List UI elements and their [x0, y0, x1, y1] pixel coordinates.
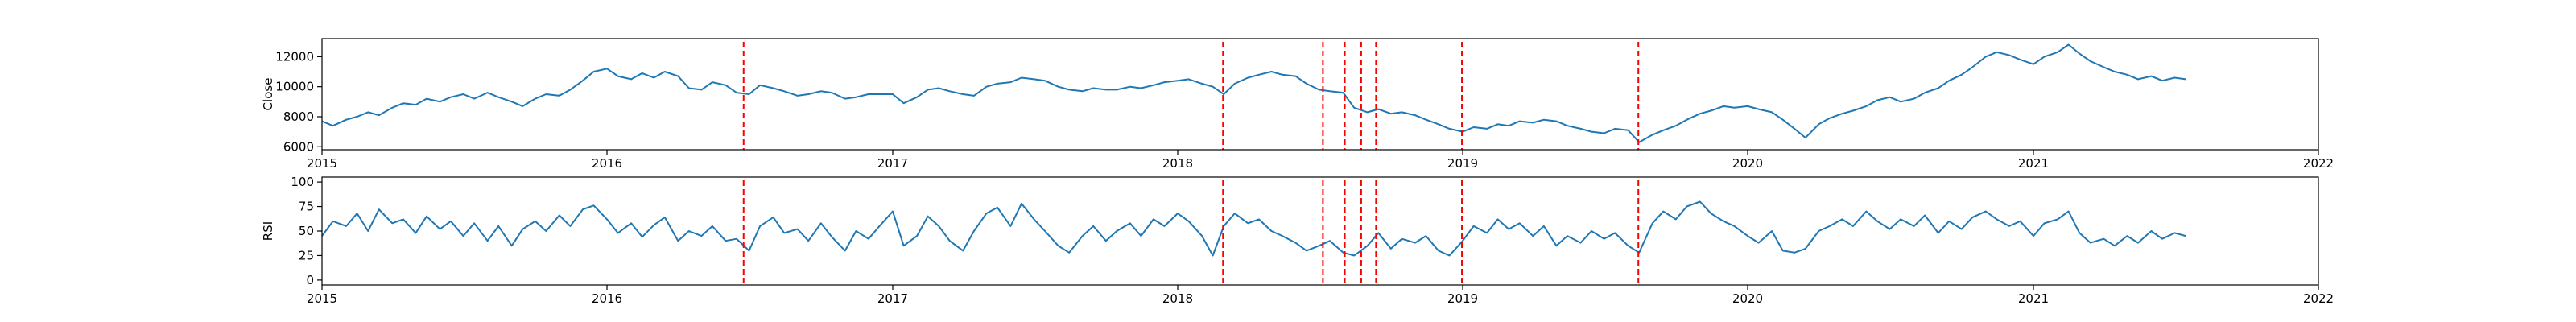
x-tick-label-4: 2019: [1447, 291, 1478, 306]
x-tick-label-3: 2018: [1162, 156, 1193, 171]
x-tick-label-1: 2016: [592, 156, 622, 171]
close-price-panel: 6000 8000 10000 12000 2015 2016 2017 2018 2019 20…: [261, 38, 2334, 171]
y-tick-label-0: 0: [306, 273, 314, 287]
x-tick-label-0: 2015: [307, 156, 337, 171]
x-tick-label-6: 2021: [2018, 291, 2049, 306]
x-tick-label-1: 2016: [592, 291, 622, 306]
x-tick-label-4: 2019: [1447, 156, 1478, 171]
y-tick-label-1: 8000: [283, 109, 314, 124]
y-tick-label-3: 75: [299, 200, 314, 214]
x-tick-label-2: 2017: [877, 291, 908, 306]
y-tick-label-2: 50: [299, 224, 314, 238]
x-tick-label-5: 2020: [1732, 156, 1763, 171]
x-tick-label-3: 2018: [1162, 291, 1193, 306]
series-line-0: [321, 43, 2186, 143]
x-tick-label-7: 2022: [2303, 156, 2334, 171]
plot-frame: [321, 38, 2319, 151]
y-tick-label-4: 100: [291, 175, 314, 189]
y-tick-label-0: 6000: [283, 139, 314, 154]
x-tick-label-5: 2020: [1732, 291, 1763, 306]
y-tick-label-3: 12000: [275, 49, 314, 64]
y-tick-label-1: 25: [299, 248, 314, 262]
y-axis-label: RSI: [261, 221, 275, 241]
x-tick-label-6: 2021: [2018, 156, 2049, 171]
y-tick-label-2: 10000: [275, 80, 314, 94]
rsi-panel: 0 25 50 75 100 2015 2016 2017 2018 2019 2020 2021 20…: [261, 175, 2334, 306]
series-line-0: [321, 200, 2186, 257]
x-tick-label-0: 2015: [307, 291, 337, 306]
x-tick-label-7: 2022: [2303, 291, 2334, 306]
x-tick-label-2: 2017: [877, 156, 908, 171]
y-axis-label: Close: [261, 78, 275, 111]
